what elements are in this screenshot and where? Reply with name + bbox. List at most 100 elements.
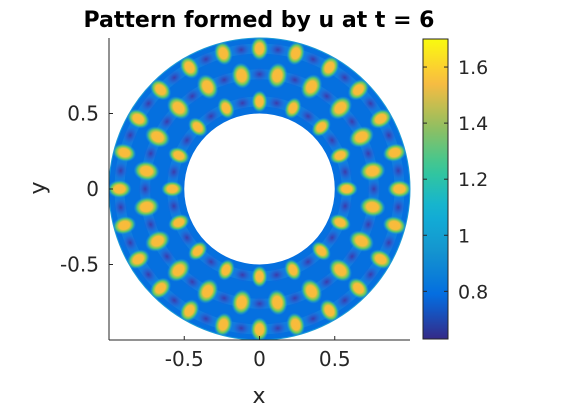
trough-mark (304, 311, 322, 327)
spot-mark (348, 230, 374, 252)
trough-mark (232, 321, 251, 336)
spot-mark (149, 79, 172, 101)
trough-mark (159, 113, 175, 130)
colorbar-tick-label: 1.6 (458, 57, 488, 79)
spot-mark (188, 117, 208, 137)
trough-mark (336, 292, 354, 309)
spot-mark (188, 241, 208, 261)
trough-mark (159, 248, 175, 265)
trough-mark (361, 215, 376, 234)
spot-mark (214, 41, 233, 66)
trough-mark (165, 292, 183, 309)
spot-mark (149, 277, 172, 299)
spot-mark (109, 180, 132, 198)
spot-mark (112, 143, 137, 162)
trough-mark (143, 144, 158, 163)
spot-mark (387, 180, 410, 198)
spot-mark (267, 62, 288, 89)
trough-mark (165, 69, 183, 86)
spot-mark (250, 317, 269, 340)
spot-mark (133, 196, 160, 218)
trough-mark (268, 321, 287, 336)
trough-mark (267, 267, 286, 282)
colorbar-tick-label: 1 (458, 225, 470, 247)
spot-mark (319, 56, 340, 79)
trough-mark (304, 51, 322, 67)
trough-mark (140, 266, 157, 283)
spot-mark (286, 41, 305, 66)
y-axis-label: y (26, 181, 51, 194)
trough-mark (140, 95, 157, 112)
trough-mark (138, 180, 153, 198)
y-tick-label: 0.5 (67, 102, 99, 126)
spot-mark (359, 196, 386, 218)
spot-mark (329, 214, 351, 232)
trough-mark (143, 215, 158, 234)
trough-mark (299, 108, 317, 124)
trough-mark (122, 126, 138, 144)
colorbar-tick-label: 0.8 (458, 281, 488, 303)
trough-mark (202, 254, 220, 270)
chart-title: Pattern formed by u at t = 6 (84, 8, 435, 33)
x-tick-label: 0 (253, 347, 266, 371)
spot-mark (196, 74, 219, 100)
spot-mark (179, 299, 200, 322)
spot-mark (231, 289, 252, 316)
spot-mark (382, 143, 407, 162)
trough-mark (286, 290, 304, 306)
trough-mark (338, 162, 353, 181)
spot-mark (217, 259, 235, 281)
spot-mark (214, 312, 233, 337)
trough-mark (215, 72, 233, 88)
trough-mark (362, 266, 379, 283)
trough-mark (338, 197, 353, 216)
spot-mark (267, 289, 288, 316)
trough-mark (391, 198, 406, 217)
trough-mark (122, 234, 138, 252)
spot-mark (311, 117, 331, 137)
spot-mark (126, 108, 150, 129)
spot-mark (300, 74, 323, 100)
spot-mark (348, 126, 374, 148)
trough-mark (324, 131, 340, 149)
y-tick-label: 0 (86, 177, 99, 201)
trough-mark (197, 311, 215, 327)
trough-mark (233, 96, 252, 111)
trough-mark (113, 161, 128, 180)
trough-mark (391, 161, 406, 180)
trough-mark (336, 69, 354, 86)
spot-mark (196, 278, 219, 304)
spot-mark (251, 90, 268, 113)
annulus-outer-edge (108, 37, 411, 341)
trough-mark (344, 113, 360, 130)
trough-mark (267, 96, 286, 111)
spot-mark (168, 214, 190, 232)
trough-mark (361, 144, 376, 163)
colorbar-tick-label: 1.2 (458, 169, 488, 191)
plot-area (108, 37, 411, 341)
trough-mark (250, 67, 269, 82)
trough-mark (166, 162, 181, 181)
spot-mark (126, 249, 150, 270)
spot-mark (347, 79, 370, 101)
trough-mark (232, 42, 251, 57)
trough-mark (366, 180, 381, 198)
spot-mark (369, 108, 393, 129)
spot-mark (328, 258, 352, 282)
spot-mark (300, 278, 323, 304)
trough-mark (113, 198, 128, 217)
spot-mark (231, 62, 252, 89)
trough-mark (202, 108, 220, 124)
spot-mark (359, 160, 386, 182)
trough-mark (324, 229, 340, 247)
spot-mark (328, 96, 352, 120)
colorbar-tick-label: 1.4 (458, 113, 488, 135)
trough-mark (299, 254, 317, 270)
trough-mark (268, 42, 287, 57)
trough-mark (286, 72, 304, 88)
heatmap-field (109, 37, 410, 340)
x-tick-label: 0.5 (319, 347, 351, 371)
x-axis-label: x (252, 384, 265, 409)
trough-mark (179, 131, 195, 149)
